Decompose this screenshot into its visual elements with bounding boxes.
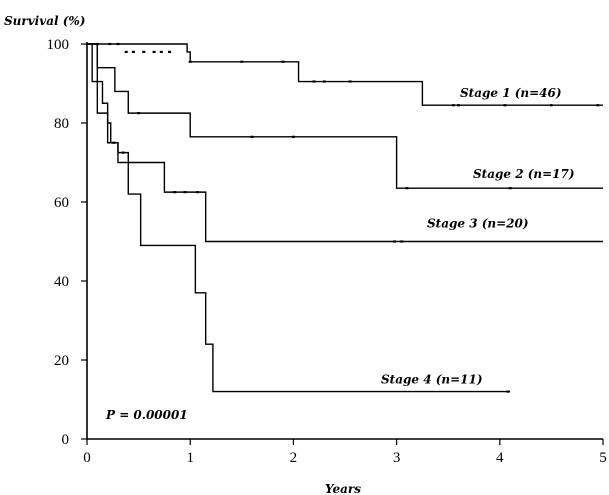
y-tick-label: 40 xyxy=(54,274,69,290)
y-axis-title: Survival (%) xyxy=(4,14,86,28)
series-line xyxy=(87,43,603,106)
series-label: Stage 4 (n=11) xyxy=(381,373,483,387)
y-tick-label: 80 xyxy=(54,116,69,132)
series-line xyxy=(87,43,511,393)
series-label: Stage 1 (n=46) xyxy=(460,86,562,100)
series-label: Stage 2 (n=17) xyxy=(473,167,575,181)
y-tick-label: 100 xyxy=(47,37,70,53)
label-layer: Stage 1 (n=46) Stage 2 (n=17) Stage 3 (n=2… xyxy=(381,86,575,386)
series-3 xyxy=(87,43,603,243)
series-label: Stage 3 (n=20) xyxy=(427,217,529,231)
x-tick-label: 1 xyxy=(186,450,194,466)
x-tick-label: 0 xyxy=(83,450,91,466)
series-line xyxy=(87,43,603,243)
y-tick-label: 0 xyxy=(62,432,70,448)
x-axis-title: Years xyxy=(325,482,361,495)
series-layer xyxy=(87,42,603,393)
x-tick-label: 4 xyxy=(496,450,504,466)
series-4 xyxy=(87,43,511,393)
y-tick-label: 60 xyxy=(54,195,69,211)
series-1 xyxy=(87,42,603,107)
p-value-annotation: P = 0.00001 xyxy=(105,408,188,422)
x-tick-label: 2 xyxy=(290,450,298,466)
y-tick-label: 20 xyxy=(54,353,69,369)
x-tick-label: 3 xyxy=(393,450,401,466)
axes: 0 20 40 60 80 100 0 1 2 3 4 5 xyxy=(47,37,607,466)
x-tick-label: 5 xyxy=(599,450,607,466)
